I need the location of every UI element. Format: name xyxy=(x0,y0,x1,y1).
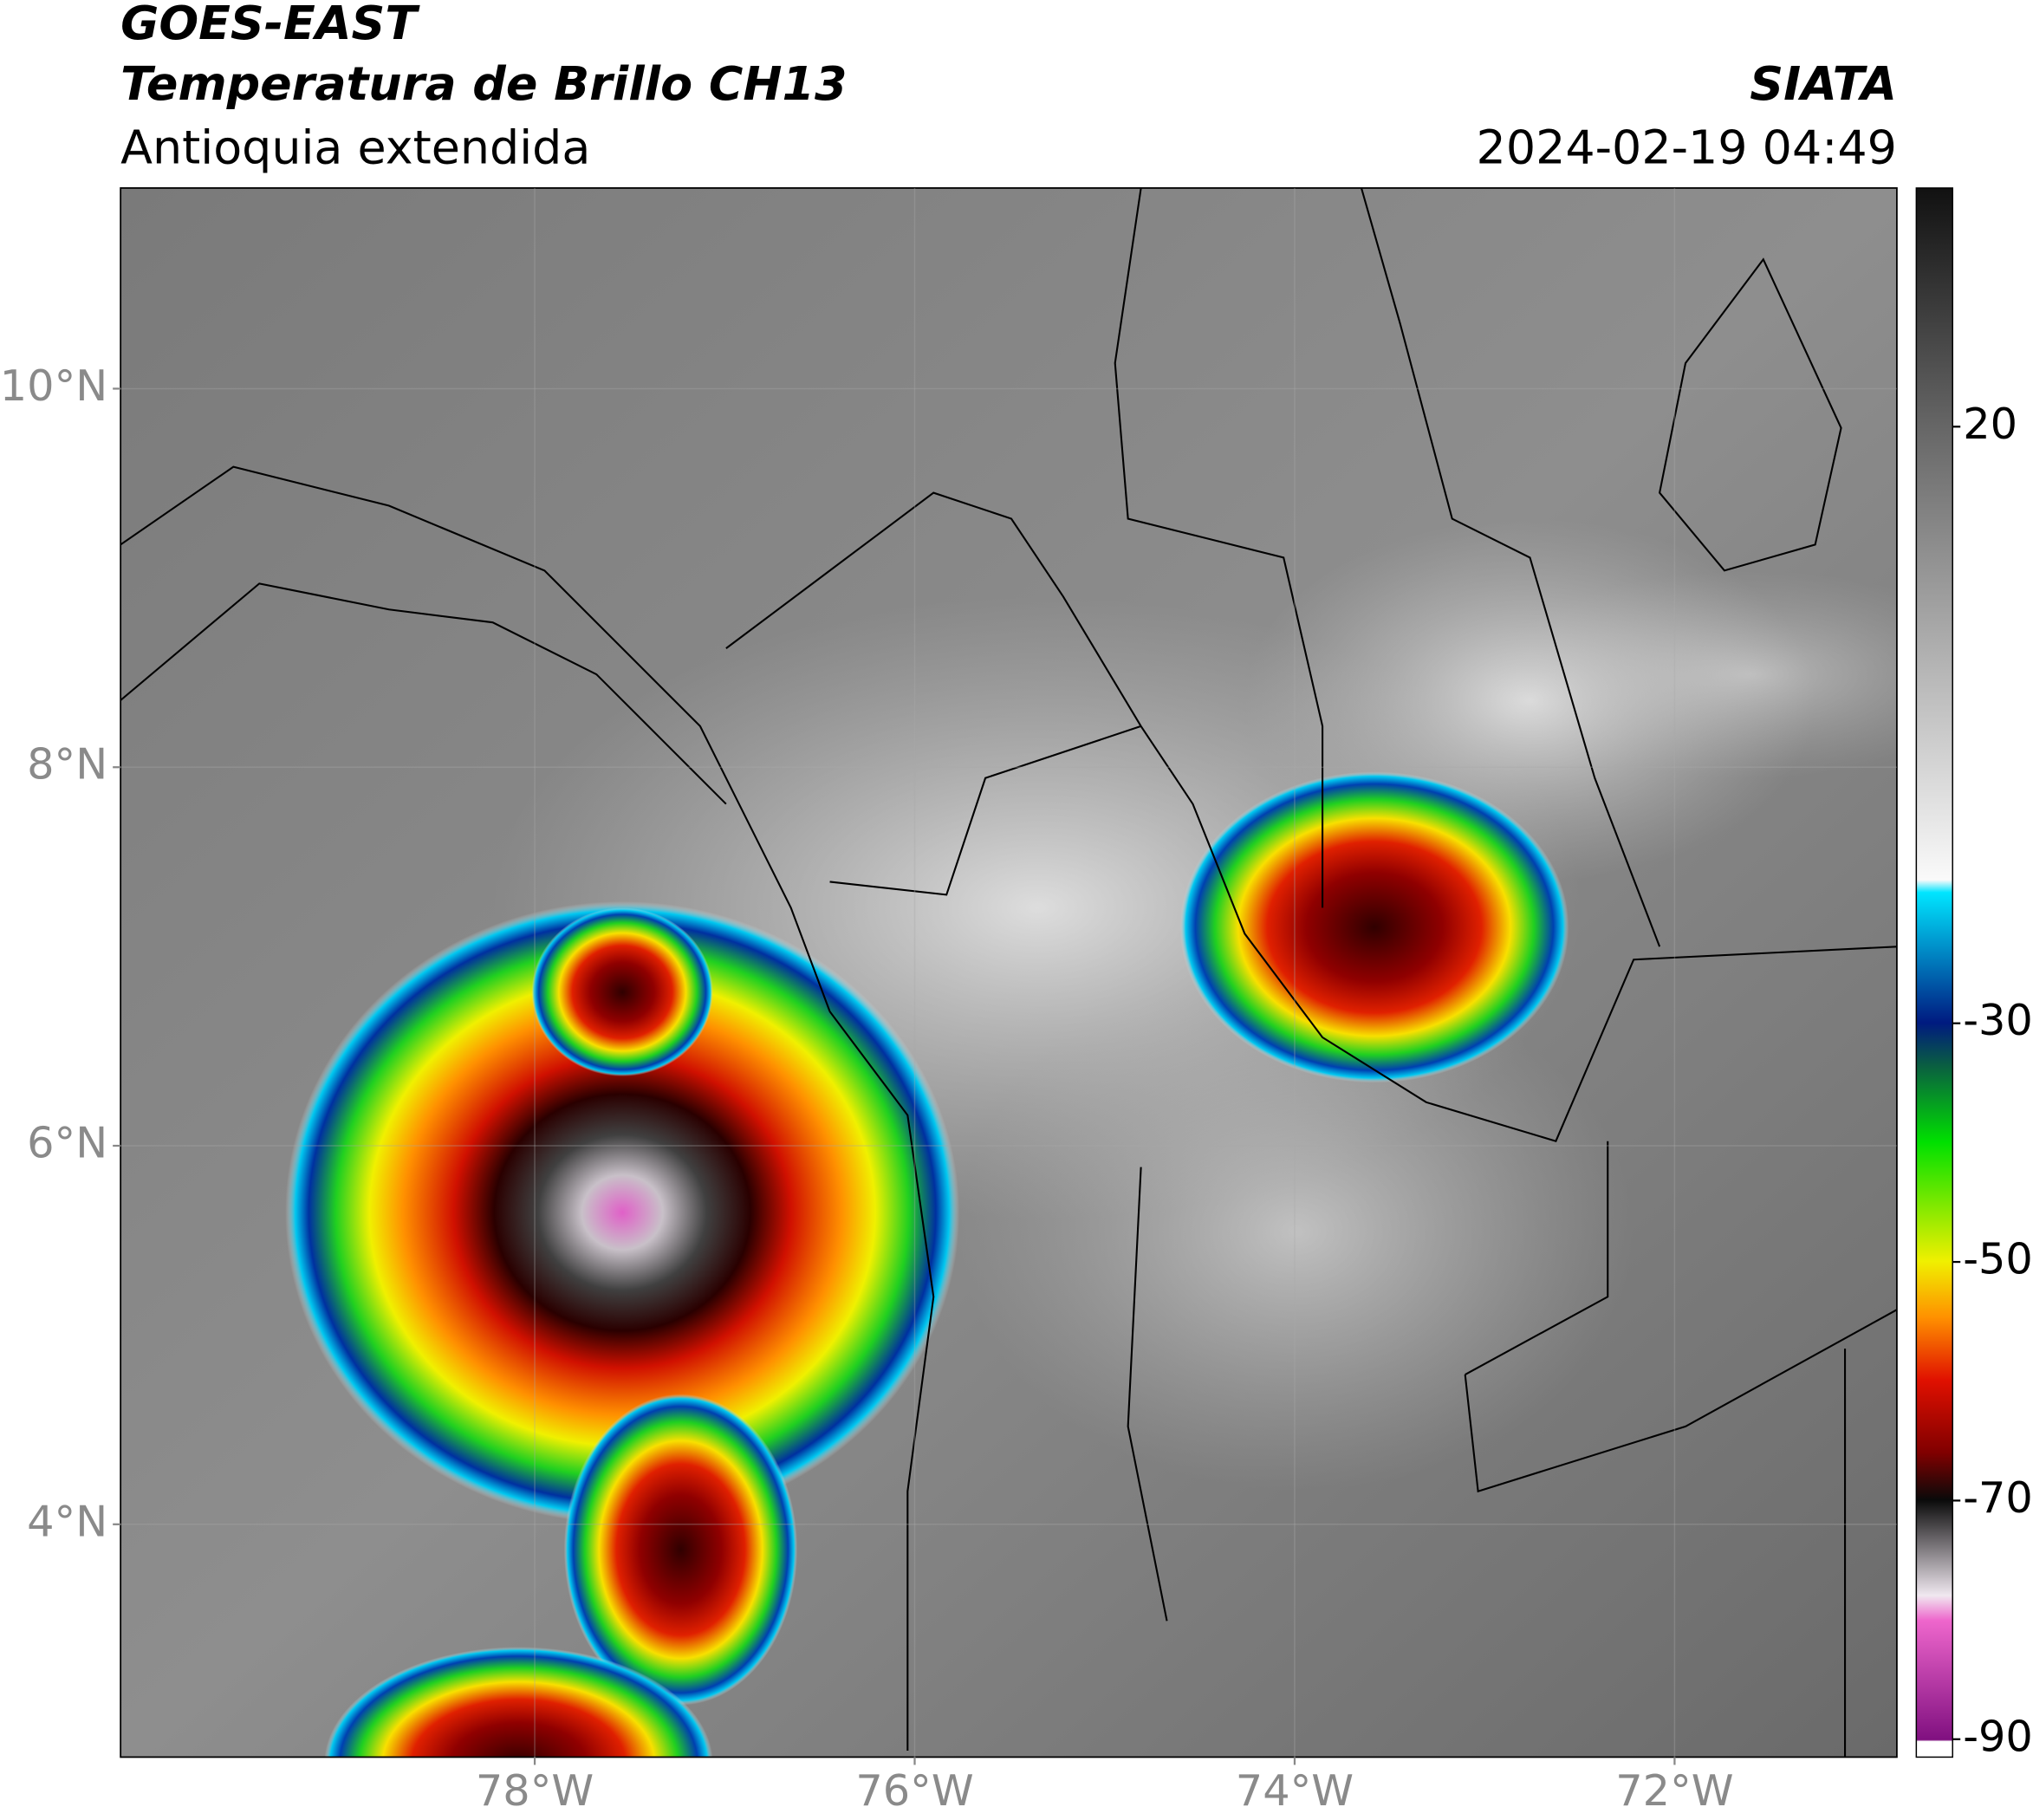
colorbar xyxy=(1915,187,1953,1758)
source: SIATA xyxy=(1750,56,1897,111)
x-tick-label: 74°W xyxy=(1236,1765,1354,1816)
y-tick-label: 10°N xyxy=(0,361,107,411)
ticks: 78°W 76°W 74°W 72°W 10°N 8°N 6°N 4°N 20 -30 -50 -70… xyxy=(0,187,2033,1816)
region: Antioquia extendida xyxy=(120,120,590,175)
colorbar-tick-label: -90 xyxy=(1963,1711,2033,1761)
subtitle: Temperatura de Brillo CH13 xyxy=(120,56,847,111)
y-tick-label: 8°N xyxy=(27,739,107,790)
map-frame xyxy=(120,187,1898,1758)
colorbar-tick-label: -50 xyxy=(1963,1234,2033,1284)
satellite-image xyxy=(120,187,1897,1758)
y-tick-label: 6°N xyxy=(27,1118,107,1168)
datetime: 2024-02-19 04:49 xyxy=(1477,120,1897,175)
colorbar-tick-label: 20 xyxy=(1963,399,2017,449)
x-tick-label: 78°W xyxy=(476,1765,594,1816)
colorbar-tick-label: -70 xyxy=(1963,1472,2033,1523)
colorbar-tick-label: -30 xyxy=(1963,995,2033,1045)
x-tick-label: 72°W xyxy=(1615,1765,1733,1816)
x-tick-label: 76°W xyxy=(855,1765,973,1816)
y-tick-label: 4°N xyxy=(27,1496,107,1546)
title: GOES-EAST xyxy=(120,0,420,50)
